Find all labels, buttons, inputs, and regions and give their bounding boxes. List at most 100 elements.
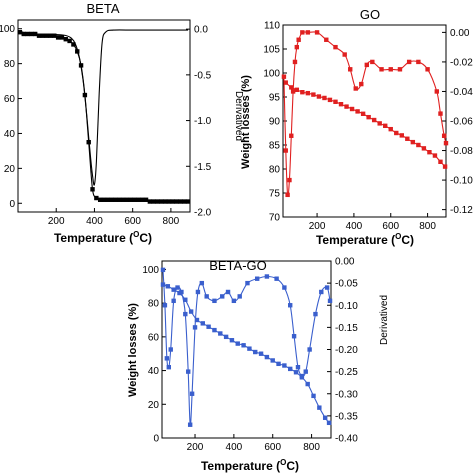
beta-y-tick-label: 80 <box>4 59 16 70</box>
beta-data-point <box>21 31 26 37</box>
beta-go-title: BETA-GO <box>209 258 267 273</box>
go-y-tick-label: 105 <box>263 45 280 56</box>
beta-go-data-point <box>229 338 235 343</box>
beta-go-data-point <box>253 349 258 355</box>
go-right-y-tick-label: -0.06 <box>450 117 473 128</box>
go-right-y-tick-label: -0.02 <box>450 57 473 68</box>
go-data-point <box>300 30 305 35</box>
go-data-point <box>290 89 296 94</box>
go-data-point <box>314 30 320 35</box>
go-data-point <box>311 92 316 97</box>
go-data-point <box>377 121 382 126</box>
go-data-point <box>441 133 447 138</box>
beta-go-x-tick-label: 200 <box>187 442 204 453</box>
beta-x-tick-label: 200 <box>48 216 65 227</box>
beta-right-y-tick-label: 0.0 <box>194 25 208 36</box>
go-data-point <box>443 140 449 146</box>
go-data-point <box>283 80 288 85</box>
beta-x-tick-label: 400 <box>86 216 103 227</box>
go-data-point <box>289 133 294 138</box>
go-plot-frame <box>282 24 447 218</box>
beta-data-point <box>182 199 187 204</box>
beta-data-point <box>166 199 172 204</box>
go-data-point <box>327 97 333 103</box>
beta-data-point <box>136 197 141 202</box>
beta-data-point <box>170 199 175 204</box>
beta-go-data-point <box>204 294 209 299</box>
beta-right-y-tick-label: -1.0 <box>194 116 212 127</box>
go-data-point <box>283 148 288 153</box>
go-y-tick-label: 80 <box>269 165 281 176</box>
beta-go-y-tick-label: 0 <box>153 434 159 445</box>
beta-data-point <box>63 37 68 42</box>
go-data-point <box>388 126 393 132</box>
go-right-y-tick-label: -0.08 <box>450 146 473 157</box>
go-data-point <box>406 59 412 65</box>
beta-go-series-derivative-line <box>162 269 331 426</box>
beta-go-data-point <box>274 276 279 281</box>
beta-data-point <box>71 42 76 47</box>
go-data-point <box>416 142 421 148</box>
go-data-point <box>287 177 292 183</box>
go-data-point <box>296 37 301 42</box>
beta-data-point <box>159 199 164 204</box>
beta-data-point <box>162 199 168 204</box>
beta-data-point <box>44 33 49 38</box>
beta-go-data-point <box>188 309 194 314</box>
go-data-point <box>370 59 375 65</box>
beta-go-right-y-axis-label: Derivatived <box>379 295 390 345</box>
beta-data-point <box>140 197 145 202</box>
beta-go-x-axis-label: Temperature (OC) <box>201 458 299 473</box>
beta-go-y-tick-label: 80 <box>148 299 160 310</box>
beta-data-point <box>40 33 46 38</box>
beta-data-point <box>143 197 149 202</box>
beta-data-point <box>128 197 133 202</box>
beta-go-data-point <box>206 324 211 329</box>
beta-data-point <box>174 199 179 204</box>
beta-go-data-point <box>237 294 242 299</box>
go-x-tick-label: 800 <box>419 221 436 232</box>
go-right-y-tick-label: -0.12 <box>450 205 473 216</box>
beta-go-data-point <box>264 354 270 360</box>
beta-go-data-point <box>322 415 328 420</box>
go-data-point <box>305 90 311 96</box>
go-y-tick-label: 95 <box>269 93 281 104</box>
beta-series-weight-line <box>19 31 189 203</box>
go-data-point <box>285 192 290 198</box>
go-y-tick-label: 110 <box>264 21 280 32</box>
go-data-point <box>333 99 338 104</box>
beta-go-data-point <box>282 363 287 368</box>
go-data-point <box>388 67 393 72</box>
go-data-point <box>360 111 366 116</box>
beta-go-data-point <box>291 334 297 339</box>
beta-go-data-point <box>247 346 252 351</box>
beta-go-data-point <box>324 285 330 290</box>
beta-go-x-tick-label: 600 <box>264 442 281 453</box>
go-data-point <box>438 111 443 116</box>
beta-go-marks: 200 400 600 800 0 20 40 60 80 100 0.00 -0.05 -0.10 -0… <box>142 257 358 454</box>
beta-go-data-point <box>162 303 168 308</box>
beta-panel: BETA 200 400 600 800 0 20 40 60 80 100 0.0 -0.5 -1.0… <box>0 1 244 245</box>
beta-go-data-point <box>303 369 308 374</box>
beta-go-data-point <box>192 325 198 330</box>
beta-go-data-point <box>295 365 301 370</box>
go-data-point <box>394 130 399 136</box>
beta-go-data-point <box>171 287 176 292</box>
beta-data-point <box>113 197 118 202</box>
beta-go-data-point <box>199 280 205 286</box>
go-data-point <box>292 59 298 65</box>
beta-go-data-point <box>194 317 200 323</box>
beta-right-y-axis-label: Derivatived <box>233 91 244 141</box>
beta-title: BETA <box>87 1 120 16</box>
beta-go-data-point <box>225 289 231 295</box>
beta-go-data-point <box>254 276 260 281</box>
go-data-point <box>324 37 329 42</box>
beta-go-data-point <box>189 391 195 396</box>
beta-data-point <box>67 38 72 44</box>
beta-go-right-y-tick-label: -0.20 <box>335 345 358 356</box>
beta-go-data-point <box>171 298 176 304</box>
beta-plot-frame <box>17 19 191 213</box>
beta-go-data-point <box>218 331 223 336</box>
go-data-point <box>322 95 327 101</box>
beta-data-point <box>17 30 23 35</box>
